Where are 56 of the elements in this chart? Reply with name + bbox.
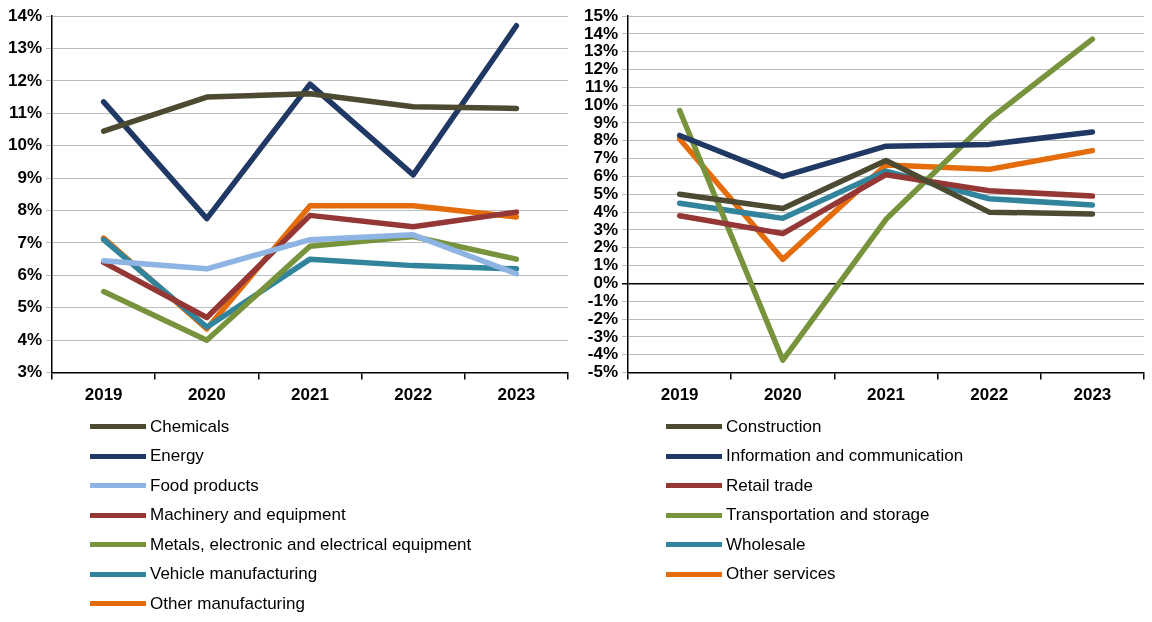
y-tick-label: -5% [587,362,619,382]
y-tick-label: -2% [587,308,619,328]
y-tick-label: -1% [587,290,619,310]
y-tick-label: 8% [593,130,619,150]
x-tick-label: 2022 [970,385,1009,405]
legend-label: Vehicle manufacturing [150,564,318,585]
y-tick-label: 13% [7,38,43,58]
x-tick-label: 2022 [394,385,433,405]
y-tick-label: 2% [593,237,619,257]
x-tick-label: 2021 [867,385,905,405]
x-tick-label: 2023 [497,385,536,405]
y-tick-label: 5% [17,297,43,317]
y-tick-label: 4% [17,329,43,349]
legend-label: Machinery and equipment [150,505,346,526]
y-tick-label: 15% [583,5,619,25]
y-tick-label: 14% [7,5,43,25]
x-tick-label: 2023 [1073,385,1112,405]
y-tick-label: 10% [583,94,619,114]
y-tick-label: 3% [593,219,619,239]
y-tick-label: 6% [17,265,43,285]
legend-label: Construction [726,416,822,437]
y-tick-label: 3% [17,362,43,382]
legend-label: Food products [150,475,259,496]
y-tick-label: 10% [7,135,43,155]
legend-label: Wholesale [726,534,806,555]
x-tick-label: 2021 [291,385,329,405]
legend-label: Other manufacturing [150,593,305,614]
legend-label: Information and communication [726,446,964,467]
x-tick-label: 2020 [763,385,802,405]
y-tick-label: 12% [583,59,619,79]
legend-label: Metals, electronic and electrical equipment [150,534,472,555]
y-tick-label: 14% [583,23,619,43]
legend-label: Transportation and storage [726,505,930,526]
y-tick-label: -4% [587,344,619,364]
y-tick-label: 7% [17,232,43,252]
y-tick-label: 0% [593,273,619,293]
legend-label: Chemicals [150,416,230,437]
x-tick-label: 2019 [660,385,699,405]
y-tick-label: 8% [17,200,43,220]
y-tick-label: 6% [593,166,619,186]
x-tick-label: 2019 [84,385,123,405]
y-tick-label: 5% [593,183,619,203]
y-tick-label: 13% [583,41,619,61]
y-tick-label: 7% [593,148,619,168]
y-tick-label: 1% [593,255,619,275]
y-tick-label: -3% [587,326,619,346]
y-tick-label: 11% [584,77,619,97]
y-tick-label: 11% [8,102,43,122]
legend-label: Energy [150,446,204,467]
legend-label: Other services [726,564,836,585]
y-tick-label: 4% [593,201,619,221]
y-tick-label: 12% [7,70,43,90]
y-tick-label: 9% [17,167,43,187]
legend-label: Retail trade [726,475,813,496]
x-tick-label: 2020 [187,385,226,405]
y-tick-label: 9% [593,112,619,132]
